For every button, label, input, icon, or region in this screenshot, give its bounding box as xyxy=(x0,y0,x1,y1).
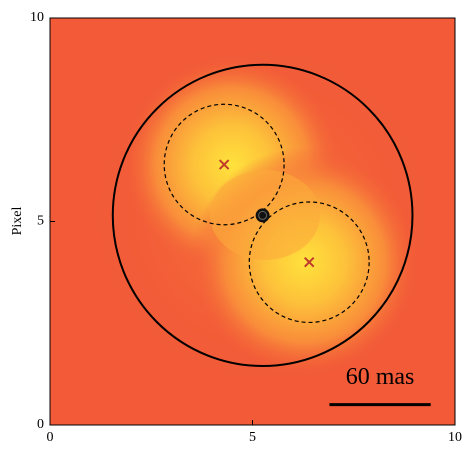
center-ring xyxy=(258,210,268,220)
marker xyxy=(218,159,230,170)
marker-stroke xyxy=(218,159,230,170)
circle xyxy=(111,63,414,367)
circle xyxy=(163,103,285,226)
x-tick-label: 10 xyxy=(448,430,462,445)
scale-bar-label: 60 mas xyxy=(346,364,415,390)
y-tick-label: 0 xyxy=(37,417,44,432)
circle xyxy=(248,201,370,324)
y-tick-label: 5 xyxy=(37,214,44,229)
x-tick-label: 0 xyxy=(47,430,54,445)
y-axis-label: Pixel xyxy=(10,207,25,236)
center-point xyxy=(255,208,270,223)
x-tick-label: 5 xyxy=(249,430,256,445)
marker xyxy=(303,256,315,268)
y-tick-label: 10 xyxy=(30,10,44,25)
marker-stroke xyxy=(303,256,315,268)
